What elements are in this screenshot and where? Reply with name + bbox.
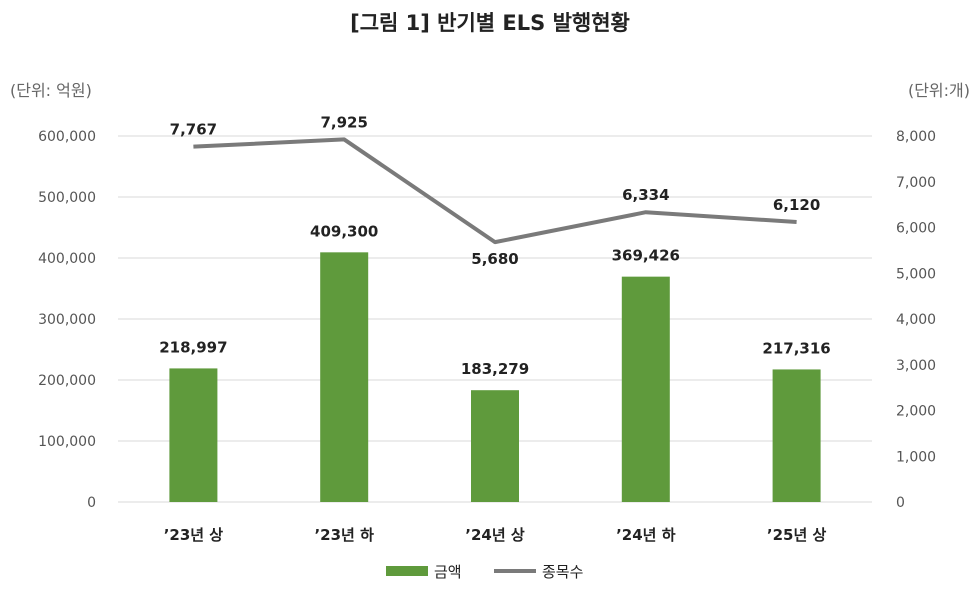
- right-tick-label: 3,000: [896, 358, 936, 374]
- bar-data-label: 409,300: [310, 222, 378, 240]
- line-data-label: 7,767: [170, 121, 217, 139]
- bar-data-label: 217,316: [762, 339, 830, 357]
- line-series: 7,767 7,925 5,680 6,334 6,120: [170, 113, 821, 268]
- bar: [320, 252, 369, 502]
- left-tick-label: 0: [87, 495, 96, 511]
- right-tick-label: 0: [896, 495, 905, 511]
- legend-bar-swatch: [386, 566, 428, 576]
- right-axis-ticks: 0 1,000 2,000 3,000 4,000 5,000 6,000 7,000 8,00…: [896, 129, 936, 511]
- right-tick-label: 8,000: [896, 129, 936, 145]
- left-tick-label: 400,000: [38, 251, 96, 267]
- chart-title: [그림 1] 반기별 ELS 발행현황: [350, 11, 630, 35]
- right-axis-unit: (단위:개): [908, 81, 970, 100]
- line-path: [193, 137, 797, 245]
- x-tick-label: ’24년 하: [616, 526, 676, 544]
- x-tick-label: ’23년 하: [314, 526, 374, 544]
- x-tick-label: ’25년 상: [767, 526, 827, 544]
- right-tick-label: 2,000: [896, 404, 936, 420]
- bar-data-label: 369,426: [612, 247, 680, 265]
- left-tick-label: 600,000: [38, 129, 96, 145]
- gridlines: [118, 135, 872, 503]
- left-tick-label: 100,000: [38, 434, 96, 450]
- line-data-label: 6,120: [773, 196, 820, 214]
- legend-bar-label: 금액: [434, 563, 462, 581]
- line-data-label: 5,680: [471, 250, 518, 268]
- x-axis-ticks: ’23년 상 ’23년 하 ’24년 상 ’24년 하 ’25년 상: [164, 526, 827, 544]
- line-data-label: 7,925: [320, 113, 367, 131]
- bar: [772, 369, 821, 502]
- bar: [621, 276, 670, 502]
- left-axis-unit: (단위: 억원): [10, 81, 92, 100]
- legend: 금액 종목수: [386, 563, 583, 581]
- left-tick-label: 300,000: [38, 312, 96, 328]
- bar: [169, 368, 218, 502]
- left-axis-ticks: 0 100,000 200,000 300,000 400,000 500,000 600,…: [38, 129, 96, 511]
- line-data-label: 6,334: [622, 186, 669, 204]
- right-tick-label: 7,000: [896, 175, 936, 191]
- left-tick-label: 200,000: [38, 373, 96, 389]
- bar-data-label: 183,279: [461, 360, 529, 378]
- right-tick-label: 1,000: [896, 449, 936, 465]
- bar: [471, 390, 519, 502]
- left-tick-label: 500,000: [38, 190, 96, 206]
- bar-data-label: 218,997: [159, 338, 227, 356]
- right-tick-label: 4,000: [896, 312, 936, 328]
- x-tick-label: ’24년 상: [465, 526, 525, 544]
- right-tick-label: 5,000: [896, 266, 936, 282]
- x-tick-label: ’23년 상: [164, 526, 224, 544]
- bar-series: 218,997 409,300 183,279 369,426 217,316: [159, 222, 831, 502]
- right-tick-label: 6,000: [896, 221, 936, 237]
- legend-line-label: 종목수: [542, 563, 583, 581]
